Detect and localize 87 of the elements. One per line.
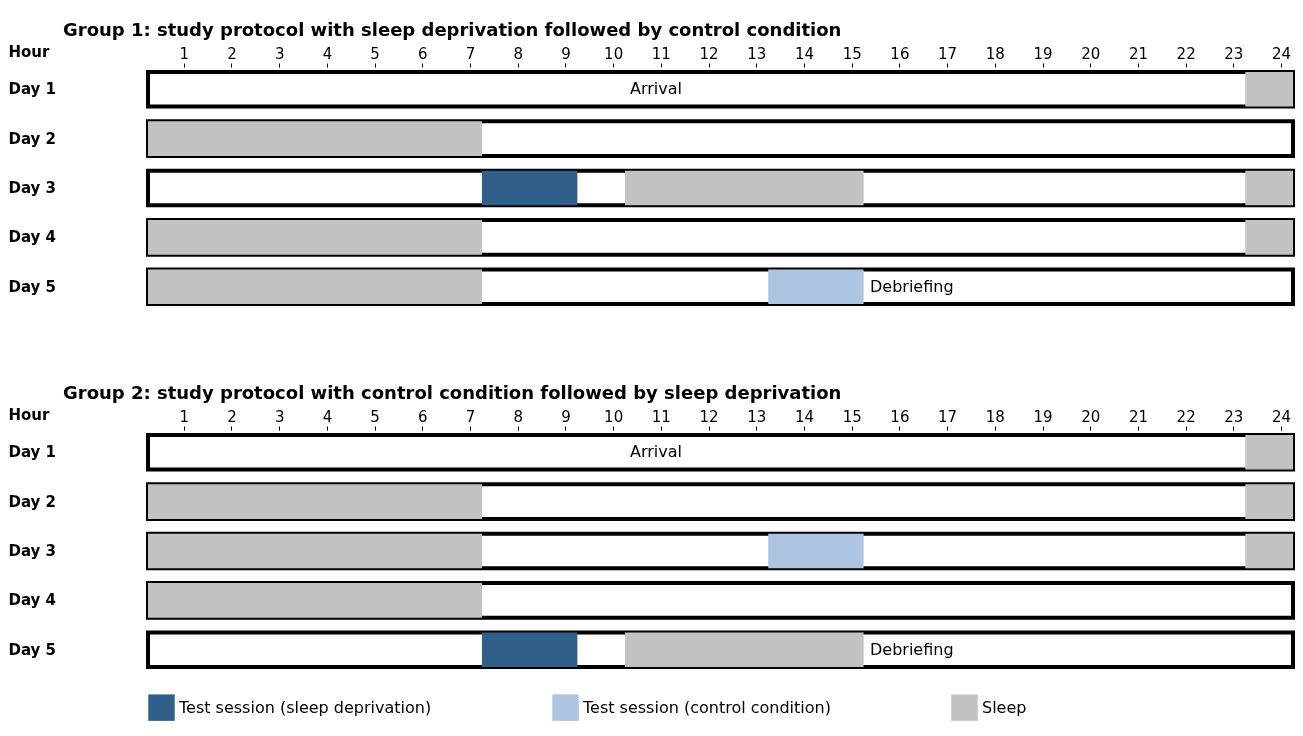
x-tick-label: 9 — [561, 44, 571, 63]
legend-label: Test session (control condition) — [582, 697, 831, 717]
y-tick-label: Day 5 — [8, 640, 57, 659]
chart-title: Group 1: study protocol with sleep deprivation followed by control condition — [63, 19, 842, 40]
x-tick-label: 19 — [1033, 407, 1053, 426]
bar — [148, 533, 482, 569]
bar — [148, 583, 482, 618]
bar — [481, 632, 578, 668]
bar — [1245, 484, 1293, 519]
x-tick-label: 22 — [1176, 44, 1196, 63]
y-tick-label: Day 1 — [8, 443, 57, 462]
x-tick-label: 12 — [699, 407, 719, 426]
x-tick-label: 24 — [1272, 407, 1292, 426]
y-tick-label: Day 2 — [8, 129, 57, 148]
x-axis-title: Hour — [8, 405, 51, 424]
bar — [148, 121, 482, 156]
x-tick-label: 13 — [747, 407, 767, 426]
y-tick-label: Day 2 — [8, 492, 57, 511]
x-tick-label: 24 — [1272, 44, 1292, 63]
bar — [148, 484, 482, 519]
x-tick-label: 7 — [465, 407, 476, 426]
bar — [1245, 434, 1293, 470]
bar — [1245, 533, 1293, 569]
legend-label: Sleep — [982, 697, 1027, 717]
bar — [625, 170, 864, 206]
y-tick-label: Day 4 — [8, 591, 57, 610]
x-tick-label: 1 — [179, 44, 190, 63]
bar — [148, 269, 482, 305]
x-tick-label: 20 — [1081, 44, 1101, 63]
x-tick-label: 18 — [985, 407, 1005, 426]
x-tick-label: 21 — [1128, 44, 1148, 63]
x-tick-label: 14 — [794, 44, 815, 63]
x-axis-title: Hour — [8, 42, 51, 61]
bar — [1245, 170, 1293, 206]
x-tick-label: 22 — [1176, 407, 1196, 426]
annotation: Debriefing — [870, 276, 954, 296]
x-tick-label: 11 — [651, 407, 671, 426]
x-tick-label: 2 — [227, 407, 237, 426]
x-tick-label: 21 — [1128, 407, 1148, 426]
x-tick-label: 8 — [513, 407, 524, 426]
x-tick-label: 15 — [842, 407, 862, 426]
x-tick-label: 10 — [604, 44, 624, 63]
x-tick-label: 13 — [747, 44, 767, 63]
annotation: Arrival — [630, 79, 682, 99]
x-tick-label: 20 — [1081, 407, 1101, 426]
x-tick-label: 3 — [274, 407, 285, 426]
y-tick-label: Day 1 — [8, 80, 57, 99]
bar — [1245, 71, 1293, 107]
x-tick-label: 23 — [1224, 407, 1244, 426]
x-tick-label: 6 — [418, 407, 428, 426]
x-tick-label: 5 — [370, 44, 380, 63]
x-tick-label: 5 — [370, 407, 380, 426]
x-tick-label: 18 — [985, 44, 1005, 63]
x-tick-label: 9 — [561, 407, 571, 426]
bar — [148, 220, 482, 255]
x-tick-label: 11 — [651, 44, 671, 63]
x-tick-label: 3 — [274, 44, 285, 63]
y-tick-label: Day 5 — [8, 277, 57, 296]
x-tick-label: 6 — [418, 44, 428, 63]
y-tick-label: Day 3 — [8, 542, 57, 560]
x-tick-label: 4 — [322, 407, 333, 426]
x-tick-label: 7 — [465, 44, 476, 63]
legend-label: Test session (sleep deprivation) — [178, 697, 432, 717]
x-tick-label: 17 — [938, 44, 958, 63]
x-tick-label: 8 — [513, 44, 524, 63]
x-tick-label: 16 — [890, 407, 910, 426]
x-tick-label: 10 — [604, 407, 624, 426]
x-tick-label: 19 — [1033, 44, 1053, 63]
y-tick-label: Day 4 — [8, 228, 57, 247]
annotation: Debriefing — [870, 639, 954, 659]
x-tick-label: 12 — [699, 44, 719, 63]
bar — [768, 269, 864, 305]
x-tick-label: 4 — [322, 44, 333, 63]
y-tick-label: Day 3 — [8, 179, 57, 197]
x-tick-label: 17 — [938, 407, 958, 426]
bar — [481, 170, 578, 206]
x-tick-label: 16 — [890, 44, 910, 63]
x-tick-label: 2 — [227, 44, 237, 63]
bar — [1245, 220, 1293, 255]
annotation: Arrival — [630, 442, 682, 462]
x-tick-label: 15 — [842, 44, 862, 63]
chart-title: Group 2: study protocol with control condition followed by sleep deprivation — [63, 382, 842, 403]
x-tick-label: 14 — [794, 407, 815, 426]
x-tick-label: 23 — [1224, 44, 1244, 63]
x-tick-label: 1 — [179, 407, 190, 426]
bar — [625, 632, 864, 668]
bar — [768, 533, 864, 569]
